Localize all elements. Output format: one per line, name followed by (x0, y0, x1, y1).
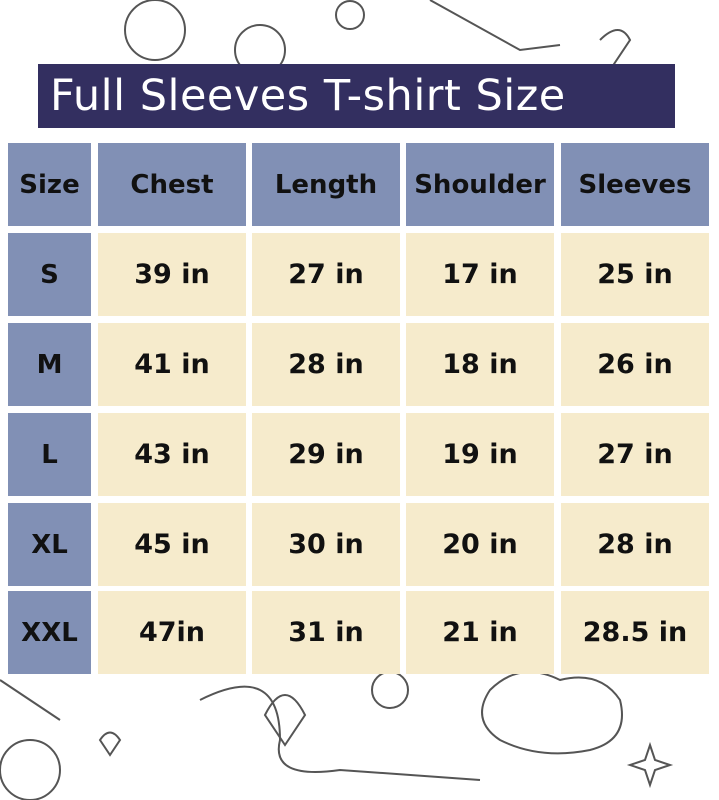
cell-shoulder: 17 in (406, 233, 554, 316)
header-chest: Chest (98, 143, 246, 226)
cell-sleeves: 27 in (561, 413, 709, 496)
cell-sleeves: 28 in (561, 503, 709, 586)
cell-chest: 45 in (98, 503, 246, 586)
cell-chest: 41 in (98, 323, 246, 406)
cell-sleeves: 28.5 in (561, 591, 709, 674)
button-icon (335, 0, 365, 30)
cell-length: 28 in (252, 323, 400, 406)
scissors-icon (429, 0, 561, 52)
heart-icon (263, 694, 307, 747)
header-size: Size (8, 143, 91, 226)
sparkle-icon (626, 741, 674, 789)
size-label: S (8, 233, 91, 316)
cell-length: 31 in (252, 591, 400, 674)
header-shoulder: Shoulder (406, 143, 554, 226)
yarn-ball-icon (0, 739, 61, 800)
safety-pin-icon (589, 29, 632, 101)
header-length: Length (252, 143, 400, 226)
size-label: L (8, 413, 91, 496)
size-label: M (8, 323, 91, 406)
cell-length: 29 in (252, 413, 400, 496)
cell-sleeves: 26 in (561, 323, 709, 406)
knitting-needle-icon (0, 679, 61, 721)
cell-shoulder: 21 in (406, 591, 554, 674)
yarn-ball-icon (124, 0, 186, 61)
cell-shoulder: 20 in (406, 503, 554, 586)
size-label: XXL (8, 591, 91, 674)
cell-chest: 39 in (98, 233, 246, 316)
cell-length: 30 in (252, 503, 400, 586)
cell-chest: 43 in (98, 413, 246, 496)
button-icon (371, 671, 409, 709)
header-sleeves: Sleeves (561, 143, 709, 226)
cell-length: 27 in (252, 233, 400, 316)
sheep-icon (481, 671, 623, 755)
cell-sleeves: 25 in (561, 233, 709, 316)
heart-icon (98, 731, 122, 757)
cell-shoulder: 19 in (406, 413, 554, 496)
cell-chest: 47in (98, 591, 246, 674)
cell-shoulder: 18 in (406, 323, 554, 406)
size-label: XL (8, 503, 91, 586)
page-title: Full Sleeves T-shirt Size (38, 64, 675, 128)
yarn-strand-icon (199, 685, 481, 781)
